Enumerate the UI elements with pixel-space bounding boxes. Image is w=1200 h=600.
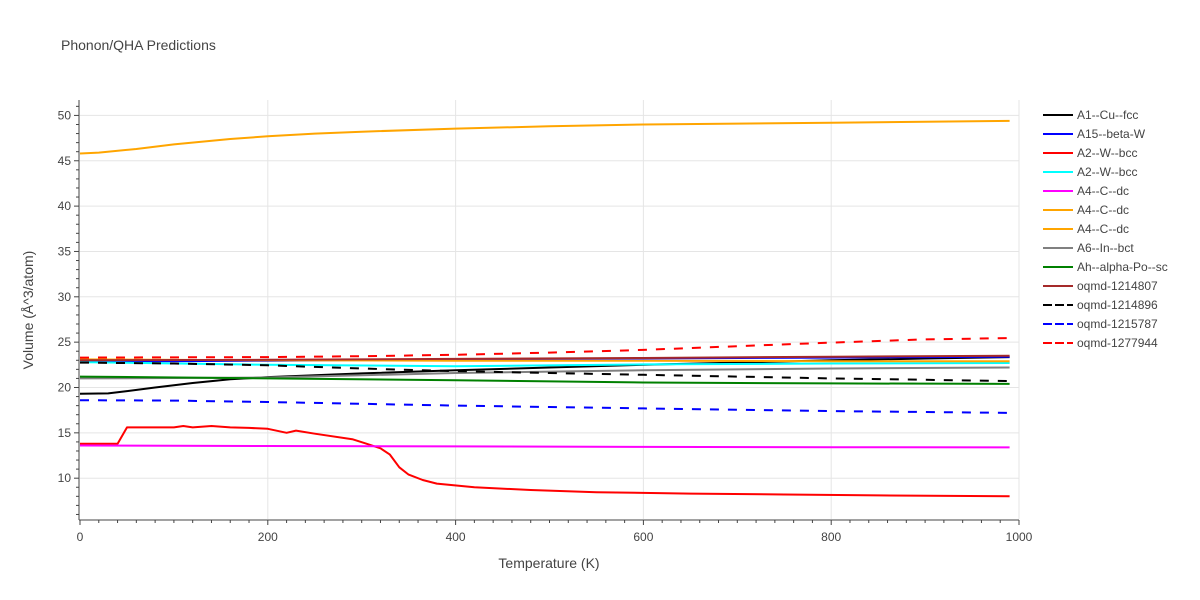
legend-item-8[interactable]: Ah--alpha-Po--sc: [1043, 260, 1168, 274]
y-tick-label: 35: [58, 244, 72, 258]
y-tick-label: 40: [58, 199, 72, 213]
legend[interactable]: A1--Cu--fcc A15--beta-W A2--W--bcc A2--W--b…: [1043, 108, 1168, 350]
series-line-2: [80, 425, 1010, 498]
series-line-3: [79, 361, 1010, 368]
legend-item-9[interactable]: oqmd-1214807: [1043, 279, 1158, 293]
y-tick-label: 50: [58, 108, 72, 122]
axes: 0 200 400 600 800 1000 10 15 20 25 30 35 40 45 50: [58, 100, 1033, 544]
x-tick-label: 600: [633, 530, 653, 544]
x-axis-title: Temperature (K): [498, 555, 599, 571]
chart-title: Phonon/QHA Predictions: [61, 37, 216, 53]
series-line-9: [79, 354, 1010, 362]
y-tick-label: 10: [58, 471, 72, 485]
series-line-12: [79, 337, 1010, 359]
series-line-5: [79, 119, 1010, 155]
legend-item-0[interactable]: A1--Cu--fcc: [1043, 108, 1138, 122]
y-tick-label: 45: [58, 154, 72, 168]
legend-label: A4--C--dc: [1077, 222, 1129, 236]
series-line-4: [79, 444, 1010, 449]
x-tick-label: 200: [258, 530, 278, 544]
legend-label: oqmd-1214807: [1077, 279, 1158, 293]
legend-label: oqmd-1214896: [1077, 298, 1158, 312]
legend-label: A1--Cu--fcc: [1077, 108, 1138, 122]
legend-label: Ah--alpha-Po--sc: [1077, 260, 1168, 274]
y-tick-label: 15: [58, 426, 72, 440]
legend-item-6[interactable]: A4--C--dc: [1043, 222, 1129, 236]
series-line-11: [79, 399, 1010, 414]
x-tick-label: 0: [77, 530, 84, 544]
y-tick-label: 30: [58, 290, 72, 304]
legend-label: A4--C--dc: [1077, 184, 1129, 198]
legend-label: A2--W--bcc: [1077, 146, 1137, 160]
legend-item-10[interactable]: oqmd-1214896: [1043, 298, 1158, 312]
legend-item-2[interactable]: A2--W--bcc: [1043, 146, 1137, 160]
y-tick-label: 20: [58, 380, 72, 394]
legend-label: A2--W--bcc: [1077, 165, 1137, 179]
legend-item-7[interactable]: A6--In--bct: [1043, 241, 1134, 255]
legend-label: A4--C--dc: [1077, 203, 1129, 217]
x-tick-label: 800: [821, 530, 841, 544]
legend-item-4[interactable]: A4--C--dc: [1043, 184, 1129, 198]
legend-label: A15--beta-W: [1077, 127, 1146, 141]
series-line-8: [79, 375, 1010, 385]
grid: [80, 100, 1020, 519]
legend-label: oqmd-1215787: [1077, 317, 1158, 331]
x-tick-label: 400: [446, 530, 466, 544]
legend-item-3[interactable]: A2--W--bcc: [1043, 165, 1137, 179]
legend-item-5[interactable]: A4--C--dc: [1043, 203, 1129, 217]
y-axis-title: Volume (Å^3/atom): [20, 251, 36, 370]
legend-item-1[interactable]: A15--beta-W: [1043, 127, 1146, 141]
series-line-10: [79, 361, 1010, 383]
legend-item-12[interactable]: oqmd-1277944: [1043, 336, 1158, 350]
x-tick-label: 1000: [1006, 530, 1033, 544]
legend-item-11[interactable]: oqmd-1215787: [1043, 317, 1158, 331]
series-lines: [79, 119, 1010, 498]
legend-label: A6--In--bct: [1077, 241, 1134, 255]
y-tick-label: 25: [58, 335, 72, 349]
legend-label: oqmd-1277944: [1077, 336, 1158, 350]
